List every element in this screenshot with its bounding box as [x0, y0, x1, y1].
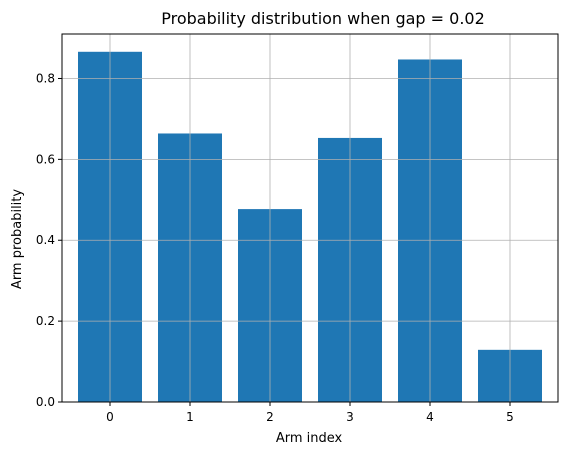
y-tick-label: 0.4 [36, 233, 55, 247]
y-tick-label: 0.8 [36, 71, 55, 85]
x-tick-label: 5 [506, 410, 514, 424]
y-tick-label: 0.6 [36, 152, 55, 166]
x-axis-label: Arm index [276, 431, 343, 446]
x-axis-ticks: 0 1 2 3 4 5 [106, 402, 514, 424]
x-tick-label: 3 [346, 410, 354, 424]
y-tick-label: 0.2 [36, 314, 55, 328]
grid-lines [62, 34, 558, 403]
y-axis-label: Arm probability [10, 189, 25, 289]
x-tick-label: 4 [426, 410, 434, 424]
y-axis-ticks: 0.0 0.2 0.4 0.6 0.8 [36, 71, 62, 409]
chart-title: Probability distribution when gap = 0.02 [161, 9, 485, 28]
y-tick-label: 0.0 [36, 395, 55, 409]
axes-frame [61, 33, 559, 403]
x-tick-label: 0 [106, 410, 114, 424]
x-tick-label: 1 [186, 410, 194, 424]
x-tick-label: 2 [266, 410, 274, 424]
